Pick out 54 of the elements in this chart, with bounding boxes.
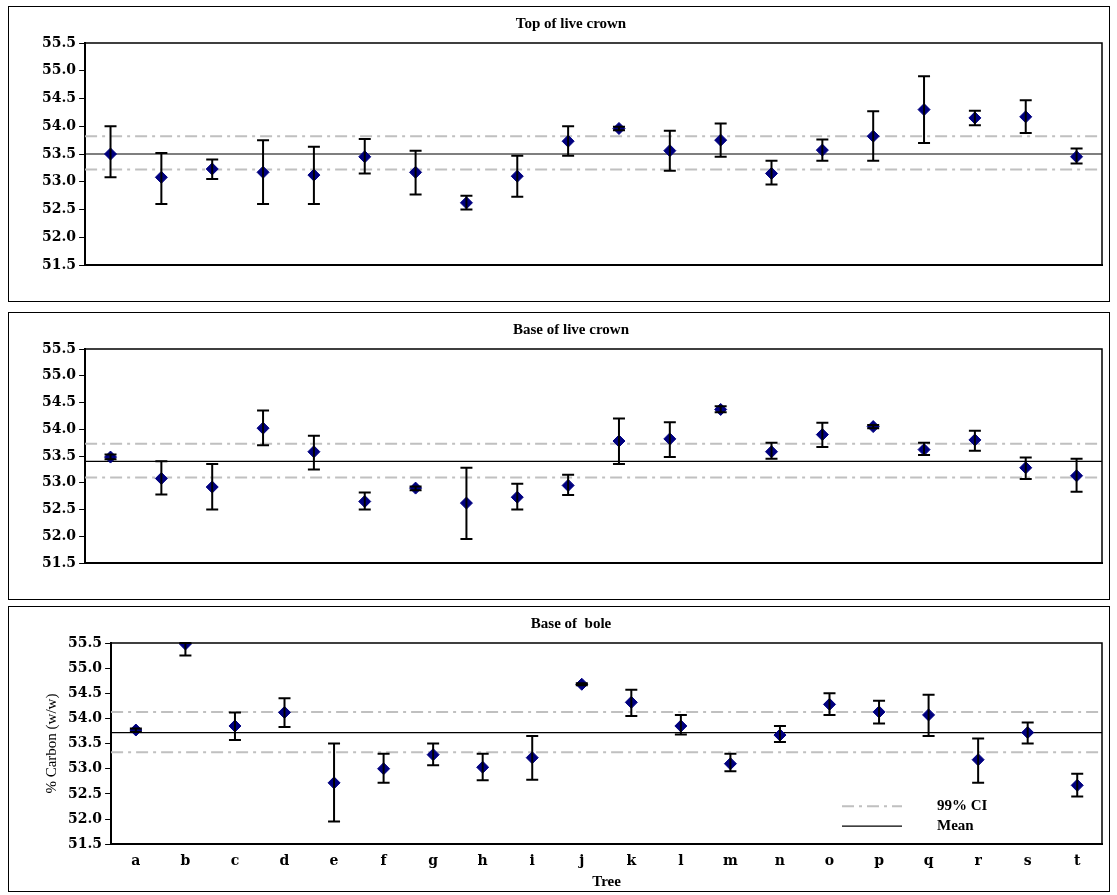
x-tick-label: l [678,852,684,869]
x-tick-label: b [180,852,191,869]
x-axis-title: Tree [592,872,622,889]
x-tick-label: t [1073,852,1081,869]
x-tick-label: e [329,852,339,869]
y-axis-title: % Carbon (w/w) [42,693,60,794]
y-tick-label: 54.5 [41,89,77,106]
y-tick-label: 54.0 [41,116,77,133]
y-tick-label: 52.0 [41,526,77,543]
y-tick-label: 52.0 [41,227,77,244]
y-tick-label: 53.5 [67,734,103,751]
y-tick-label: 53.0 [67,759,103,776]
y-tick-label: 54.5 [67,683,103,700]
x-tick-label: i [529,852,535,869]
y-tick-label: 51.5 [41,553,77,570]
x-tick-label: o [824,852,835,869]
x-tick-label: f [380,852,388,869]
y-tick-label: 52.5 [67,784,103,801]
y-tick-label: 55.5 [41,339,77,356]
y-tick-label: 55.0 [67,658,103,675]
y-tick-label: 52.5 [41,200,77,217]
y-tick-label: 54.0 [67,709,103,726]
y-tick-label: 53.5 [41,446,77,463]
x-tick-label: n [774,852,786,869]
x-tick-label: k [626,852,637,869]
x-tick-label: p [874,852,885,869]
y-tick-label: 54.5 [41,393,77,410]
x-tick-label: g [428,852,439,869]
legend-label: 99% CI [937,797,988,814]
y-tick-label: 55.0 [41,366,77,383]
x-tick-label: s [1023,852,1032,869]
y-tick-label: 55.5 [41,33,77,50]
y-tick-label: 54.0 [41,419,77,436]
y-tick-label: 51.5 [67,834,103,851]
x-tick-label: h [477,852,488,869]
y-tick-label: 53.0 [41,473,77,490]
x-tick-label: q [923,852,934,869]
x-tick-label: j [577,852,585,869]
legend-label: Mean [937,817,975,834]
x-tick-label: a [131,852,141,869]
chart-title: Top of live crown [515,14,627,31]
chart-title: Base of live crown [513,320,630,337]
x-tick-label: d [279,852,290,869]
y-tick-label: 55.5 [67,633,103,650]
x-tick-label: m [723,852,738,869]
y-tick-label: 52.0 [67,809,103,826]
y-tick-label: 55.0 [41,61,77,78]
y-tick-label: 51.5 [41,255,77,272]
y-tick-label: 53.0 [41,172,77,189]
x-tick-label: r [974,852,983,869]
x-tick-label: c [230,852,240,869]
y-tick-label: 52.5 [41,500,77,517]
chart-title: Base of bole [530,614,612,631]
y-tick-label: 53.5 [41,144,77,161]
